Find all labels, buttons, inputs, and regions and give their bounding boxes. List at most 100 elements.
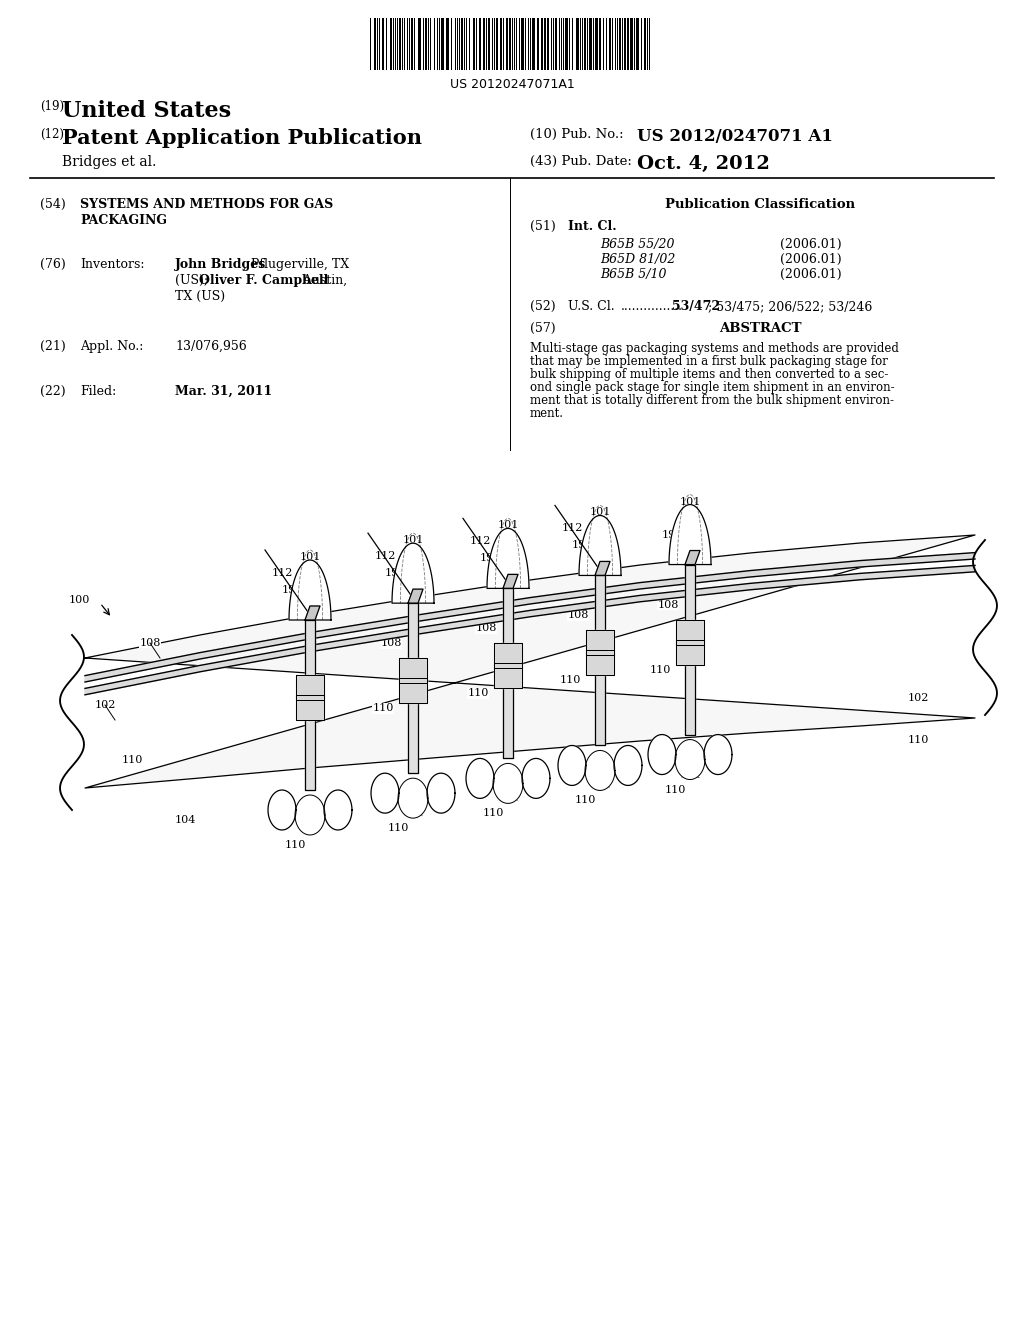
Polygon shape (399, 659, 427, 684)
Polygon shape (595, 576, 605, 746)
Text: Oliver F. Campbell: Oliver F. Campbell (199, 275, 329, 286)
Polygon shape (614, 746, 642, 785)
Polygon shape (669, 504, 711, 565)
Bar (399, 18, 401, 70)
Text: 101: 101 (402, 535, 424, 545)
Text: U.S. Cl.: U.S. Cl. (568, 300, 614, 313)
Polygon shape (85, 553, 975, 682)
Text: 108: 108 (657, 599, 679, 610)
Bar (509, 18, 511, 70)
Bar (584, 18, 586, 70)
Text: 106: 106 (376, 791, 396, 801)
Text: 102: 102 (907, 693, 929, 704)
Polygon shape (268, 789, 296, 830)
Text: (21): (21) (40, 341, 66, 352)
Text: SYSTEMS AND METHODS FOR GAS: SYSTEMS AND METHODS FOR GAS (80, 198, 333, 211)
Text: 110: 110 (467, 689, 488, 698)
Text: Inventors:: Inventors: (80, 257, 144, 271)
Polygon shape (85, 565, 975, 694)
Polygon shape (494, 664, 522, 689)
Text: (2006.01): (2006.01) (780, 238, 842, 251)
Text: (51): (51) (530, 220, 556, 234)
Text: 106: 106 (707, 752, 728, 763)
Polygon shape (503, 589, 513, 759)
Polygon shape (305, 620, 315, 789)
Polygon shape (503, 574, 518, 589)
Text: B65D 81/02: B65D 81/02 (600, 253, 676, 267)
Polygon shape (408, 589, 423, 603)
Polygon shape (494, 643, 522, 668)
Text: US 2012/0247071 A1: US 2012/0247071 A1 (637, 128, 833, 145)
Bar (537, 18, 539, 70)
Bar (547, 18, 549, 70)
Text: 101: 101 (679, 496, 700, 507)
Text: 106: 106 (470, 776, 492, 787)
Text: 102: 102 (94, 700, 116, 710)
Polygon shape (648, 734, 676, 775)
Bar (441, 18, 444, 70)
Polygon shape (685, 550, 700, 565)
Text: TX (US): TX (US) (175, 290, 225, 304)
Text: B65B 5/10: B65B 5/10 (600, 268, 667, 281)
Text: , Austin,: , Austin, (295, 275, 347, 286)
Polygon shape (685, 565, 695, 734)
Text: ond single pack stage for single item shipment in an environ-: ond single pack stage for single item sh… (530, 381, 895, 393)
Text: 190: 190 (662, 529, 683, 540)
Text: 106: 106 (562, 763, 584, 774)
Text: John Bridges: John Bridges (175, 257, 266, 271)
Polygon shape (676, 619, 705, 644)
Text: Patent Application Publication: Patent Application Publication (62, 128, 422, 148)
Text: 106: 106 (272, 808, 294, 818)
Bar (390, 18, 392, 70)
Polygon shape (408, 603, 418, 774)
Text: (76): (76) (40, 257, 66, 271)
Text: (52): (52) (530, 300, 556, 313)
Text: US 20120247071A1: US 20120247071A1 (450, 78, 574, 91)
Text: 13/076,956: 13/076,956 (175, 341, 247, 352)
Text: 106: 106 (327, 808, 348, 818)
Text: 108: 108 (475, 623, 497, 634)
Polygon shape (305, 606, 319, 620)
Text: 112: 112 (271, 568, 293, 578)
Bar (618, 18, 621, 70)
Bar (425, 18, 427, 70)
Text: 106: 106 (429, 791, 451, 801)
Text: 106: 106 (524, 776, 546, 787)
Text: United States: United States (62, 100, 231, 121)
Text: Bridges et al.: Bridges et al. (62, 154, 157, 169)
Bar (609, 18, 611, 70)
Text: 108: 108 (380, 638, 401, 648)
Bar (488, 18, 490, 70)
Text: 110: 110 (285, 840, 306, 850)
Text: 110: 110 (482, 808, 504, 818)
Text: (10) Pub. No.:: (10) Pub. No.: (530, 128, 624, 141)
Polygon shape (289, 560, 331, 620)
Text: 190: 190 (282, 585, 303, 595)
Text: ABSTRACT: ABSTRACT (719, 322, 801, 335)
Text: 104: 104 (402, 808, 424, 818)
Text: 112: 112 (375, 552, 395, 561)
Text: 104: 104 (174, 814, 196, 825)
Text: PACKAGING: PACKAGING (80, 214, 167, 227)
Polygon shape (399, 678, 427, 704)
Text: 110: 110 (373, 704, 393, 713)
Text: 110: 110 (665, 784, 686, 795)
Bar (483, 18, 485, 70)
Bar (374, 18, 376, 70)
Polygon shape (296, 675, 324, 700)
Text: 101: 101 (299, 552, 321, 562)
Polygon shape (427, 774, 455, 813)
Text: ; 53/475; 206/522; 53/246: ; 53/475; 206/522; 53/246 (708, 300, 872, 313)
Polygon shape (398, 779, 428, 818)
Bar (599, 18, 601, 70)
Text: 104: 104 (679, 770, 700, 780)
Polygon shape (296, 696, 324, 719)
Text: (22): (22) (40, 385, 66, 399)
Polygon shape (579, 516, 621, 576)
Text: 112: 112 (561, 524, 583, 533)
Text: 108: 108 (567, 610, 589, 620)
Text: 104: 104 (498, 793, 519, 804)
Text: Int. Cl.: Int. Cl. (568, 220, 616, 234)
Text: 110: 110 (574, 796, 596, 805)
Polygon shape (586, 631, 614, 656)
